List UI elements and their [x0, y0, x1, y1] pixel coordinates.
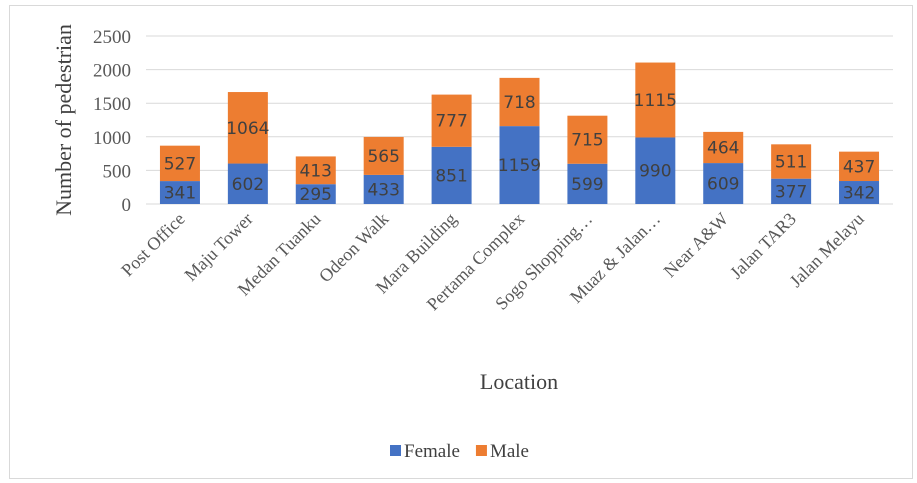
bar-female	[839, 181, 880, 204]
data-label-female: 851	[435, 166, 467, 186]
y-tick-label: 1000	[93, 128, 131, 149]
data-label-male: 437	[843, 157, 875, 177]
bar-female	[771, 178, 812, 204]
bar-female	[635, 137, 676, 204]
data-label-male: 1064	[226, 119, 269, 139]
data-label-male: 777	[435, 112, 467, 132]
y-tick-label: 0	[122, 195, 132, 216]
x-tick-label: Post Office	[117, 209, 189, 281]
bar-female	[363, 174, 404, 204]
chart-frame	[9, 5, 913, 479]
bar-male	[295, 156, 336, 185]
bar-male	[431, 94, 472, 147]
bar-female	[295, 184, 336, 204]
data-label-male: 527	[164, 154, 196, 174]
data-label-female: 433	[367, 180, 399, 200]
data-label-male: 464	[707, 138, 739, 158]
bar-female	[431, 146, 472, 204]
data-label-female: 377	[775, 182, 807, 202]
y-tick-label: 1500	[93, 94, 131, 115]
legend-swatch-female	[390, 445, 401, 456]
legend-swatch-male	[475, 445, 487, 456]
bar-male	[499, 77, 540, 127]
y-tick-label: 500	[103, 161, 132, 182]
data-label-female: 341	[164, 184, 196, 204]
bar-male	[771, 144, 812, 179]
x-tick-label: Near A&W	[660, 209, 732, 281]
data-label-female: 1159	[498, 156, 541, 176]
data-label-male: 413	[300, 161, 332, 181]
data-label-female: 599	[571, 175, 603, 195]
legend-label-female: Female	[404, 441, 460, 462]
data-label-female: 990	[639, 162, 671, 182]
bar-male	[363, 136, 404, 175]
data-label-male: 715	[571, 131, 603, 151]
data-label-male: 565	[367, 147, 399, 167]
bar-male	[839, 151, 880, 182]
data-label-male: 1115	[634, 91, 677, 111]
legend-label-male: Male	[490, 441, 529, 462]
data-label-female: 602	[232, 175, 264, 195]
bar-female	[567, 163, 608, 204]
bar-female	[703, 163, 744, 204]
bar-female	[159, 181, 200, 204]
bar-male	[703, 131, 744, 164]
bar-male	[635, 62, 676, 138]
data-label-female: 295	[300, 185, 332, 205]
y-tick-label: 2500	[93, 27, 131, 48]
bar-male	[567, 115, 608, 164]
bar-female	[499, 126, 540, 204]
data-label-male: 718	[503, 93, 535, 113]
x-axis-title: Location	[480, 369, 558, 394]
x-tick-label: Jalan TAR3	[726, 209, 800, 283]
data-label-female: 342	[843, 184, 875, 204]
y-tick-label: 2000	[93, 61, 131, 82]
data-label-female: 609	[707, 175, 739, 195]
bar-male	[159, 145, 200, 182]
y-axis-title: Number of pedestrian	[51, 24, 76, 216]
data-label-male: 511	[775, 152, 807, 172]
bar-male	[227, 92, 268, 164]
bar-female	[227, 163, 268, 204]
